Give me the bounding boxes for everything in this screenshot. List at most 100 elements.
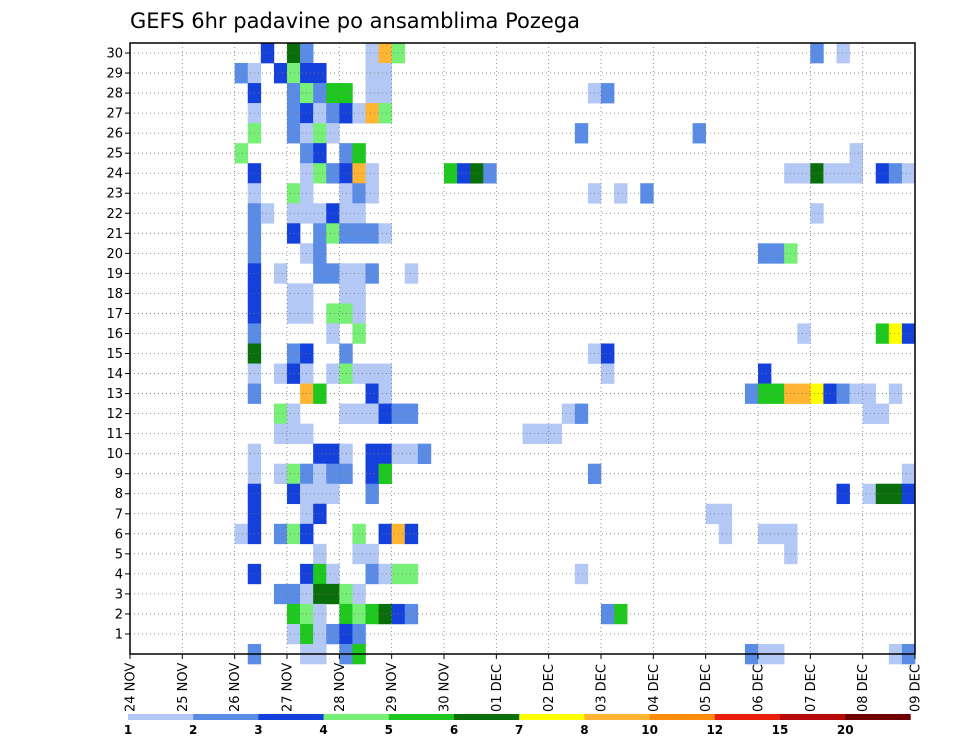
colorbar-swatch (649, 714, 716, 720)
heatmap-cell (352, 103, 366, 124)
heatmap-cell (326, 623, 340, 645)
heatmap-cell (901, 463, 916, 485)
heatmap-cell (273, 583, 288, 605)
heatmap-cell (287, 583, 301, 605)
heatmap-cell (287, 483, 301, 505)
x-tick-label: 29 NOV (385, 663, 400, 712)
heatmap-cell (901, 163, 916, 184)
x-tick-label: 03 DEC (595, 664, 610, 712)
heatmap-cell (313, 463, 327, 485)
heatmap-cell (352, 143, 366, 164)
heatmap-cell (365, 363, 379, 384)
heatmap-cell (836, 43, 850, 64)
heatmap-cell (273, 463, 288, 485)
heatmap-cell (352, 403, 366, 424)
y-tick-label: 14 (106, 367, 123, 382)
heatmap-cell (758, 363, 772, 384)
heatmap-cell (313, 483, 327, 505)
heatmap-cell (326, 463, 340, 485)
heatmap-cell (404, 263, 419, 284)
x-tick-label: 04 DEC (647, 664, 662, 712)
heatmap-cell (313, 603, 327, 625)
colorbar-swatch (388, 714, 455, 720)
y-tick-label: 10 (106, 447, 123, 462)
heatmap-cell (836, 483, 850, 505)
heatmap-cell (313, 383, 327, 404)
heatmap-cell (234, 523, 249, 545)
y-tick-label: 7 (115, 507, 123, 522)
heatmap-cell (352, 303, 366, 324)
colorbar-swatch (845, 714, 911, 720)
y-tick-label: 16 (106, 327, 123, 342)
y-tick-label: 15 (106, 347, 123, 362)
colorbar-swatch (193, 714, 259, 720)
heatmap-cell (313, 83, 327, 104)
chart-title: GEFS 6hr padavine po ansamblima Pozega (130, 9, 580, 33)
grid-lines (129, 43, 916, 654)
y-tick-label: 29 (106, 67, 123, 82)
heatmap-cell (365, 463, 379, 485)
y-tick-label: 21 (106, 227, 123, 242)
heatmap-cell (313, 583, 327, 605)
heatmap-cell (692, 123, 706, 144)
heatmap-cell (614, 603, 628, 625)
heatmap-cell (352, 543, 366, 565)
colorbar-label: 3 (254, 723, 262, 737)
heatmap-cell (810, 163, 824, 184)
heatmap-cell (234, 63, 249, 84)
heatmap-cell (365, 43, 379, 64)
heatmap-cell (287, 63, 301, 84)
heatmap-cell (287, 523, 301, 545)
heatmap-cell (365, 383, 379, 404)
heatmap-cell (326, 363, 340, 384)
x-tick-label: 24 NOV (124, 663, 139, 712)
heatmap-cell (287, 43, 301, 64)
y-tick-label: 30 (106, 47, 123, 62)
heatmap-cell (758, 383, 772, 404)
heatmap-cell (601, 603, 615, 625)
heatmap-cell (287, 223, 301, 244)
colorbar: 1 2 3 4 5 6 7 8 10 12 15 20 (124, 714, 911, 737)
heatmap-cell (404, 603, 419, 625)
heatmap-cell (771, 523, 785, 545)
heatmap-cell (273, 523, 288, 545)
x-tick-label: 28 NOV (333, 663, 348, 712)
y-tick-label: 22 (106, 207, 123, 222)
heatmap-cell (352, 603, 366, 625)
y-tick-label: 5 (115, 547, 123, 562)
heatmap-cell (378, 603, 392, 625)
y-tick-label: 26 (106, 127, 123, 142)
heatmap-cell (326, 203, 340, 224)
heatmap-cell (365, 223, 379, 244)
heatmap-cell (574, 123, 589, 144)
heatmap-cell (561, 403, 576, 424)
heatmap-cell (365, 543, 379, 565)
heatmap-cell (365, 103, 379, 124)
heatmap-cell (888, 383, 903, 404)
colorbar-swatch (454, 714, 520, 720)
heatmap-cell (810, 383, 824, 404)
heatmap-cell (313, 503, 327, 525)
y-tick-label: 19 (106, 267, 123, 282)
heatmap-cell (352, 203, 366, 224)
y-tick-label: 12 (106, 407, 123, 422)
heatmap-cell (313, 563, 327, 585)
heatmap-cell (404, 443, 419, 464)
heatmap-cell (378, 403, 392, 424)
colorbar-label: 7 (515, 723, 523, 737)
heatmap-cell (836, 383, 850, 404)
heatmap-cell (365, 483, 379, 505)
heatmap-cell (771, 243, 785, 264)
heatmap-cell (260, 43, 275, 64)
heatmap-cell (771, 383, 785, 404)
heatmap-cell (313, 543, 327, 565)
heatmap-cell (888, 163, 903, 184)
heatmap-cell (849, 163, 863, 184)
heatmap-cell (522, 423, 536, 444)
heatmap-cell (417, 443, 432, 464)
y-tick-label: 28 (106, 87, 123, 102)
heatmap-cell (273, 363, 288, 384)
colorbar-label: 6 (450, 723, 458, 737)
heatmap-cell (365, 83, 379, 104)
